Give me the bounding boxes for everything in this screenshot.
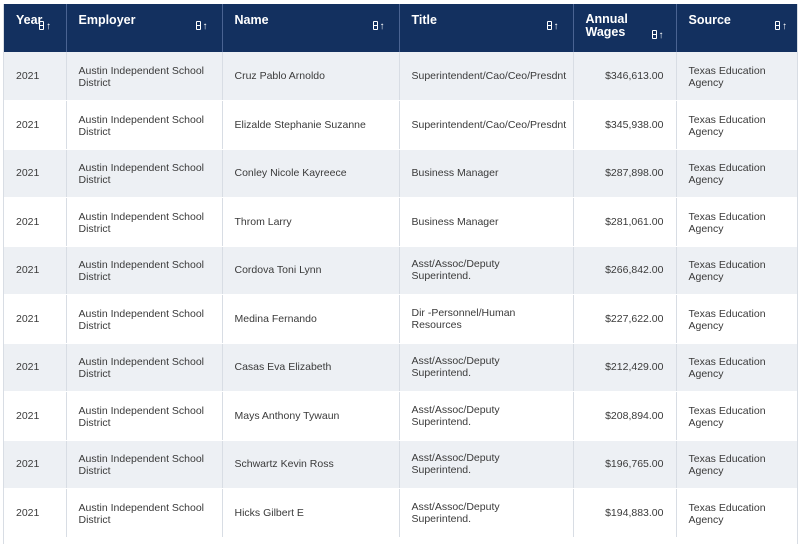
salary-table: Year ↑ Employer ↑ Name ↑ Title ↑ Annual … <box>4 4 797 538</box>
cell-employer: Austin Independent School District <box>66 197 223 247</box>
cell-source: Texas Education Agency <box>676 52 797 101</box>
cell-annual-wages: $345,938.00 <box>573 100 677 150</box>
cell-source: Texas Education Agency <box>676 246 797 295</box>
cell-employer: Austin Independent School District <box>66 488 223 538</box>
column-label-year: Year <box>16 13 43 27</box>
cell-title: Asst/Assoc/Deputy Superintend. <box>399 488 574 538</box>
column-header-annual-wages[interactable]: Annual Wages ↑ <box>573 4 677 52</box>
header-row: Year ↑ Employer ↑ Name ↑ Title ↑ Annual … <box>4 4 797 52</box>
column-label-title: Title <box>411 13 437 27</box>
cell-name: Cruz Pablo Arnoldo <box>222 52 400 101</box>
column-header-title[interactable]: Title ↑ <box>399 4 574 52</box>
cell-source: Texas Education Agency <box>676 294 797 344</box>
cell-employer: Austin Independent School District <box>66 294 223 344</box>
cell-annual-wages: $287,898.00 <box>573 149 677 198</box>
column-label-source: Source <box>688 13 731 27</box>
cell-title: Superintendent/Cao/Ceo/Presdnt <box>399 52 574 101</box>
sort-icon[interactable]: ↑ <box>546 21 559 32</box>
sort-icon[interactable]: ↑ <box>775 21 787 32</box>
cell-annual-wages: $281,061.00 <box>573 197 677 247</box>
cell-name: Elizalde Stephanie Suzanne <box>222 100 400 150</box>
table-row[interactable]: 2021 Austin Independent School District … <box>4 440 797 489</box>
cell-annual-wages: $196,765.00 <box>573 440 677 489</box>
salary-table-container: Year ↑ Employer ↑ Name ↑ Title ↑ Annual … <box>3 4 798 544</box>
cell-employer: Austin Independent School District <box>66 246 223 295</box>
column-header-year[interactable]: Year ↑ <box>4 4 67 52</box>
cell-year: 2021 <box>4 391 67 441</box>
cell-employer: Austin Independent School District <box>66 440 223 489</box>
cell-name: Medina Fernando <box>222 294 400 344</box>
table-row[interactable]: 2021 Austin Independent School District … <box>4 246 797 295</box>
cell-source: Texas Education Agency <box>676 149 797 198</box>
table-body: 2021 Austin Independent School District … <box>4 52 797 538</box>
cell-title: Dir -Personnel/Human Resources <box>399 294 574 344</box>
cell-annual-wages: $346,613.00 <box>573 52 677 101</box>
cell-employer: Austin Independent School District <box>66 52 223 101</box>
cell-source: Texas Education Agency <box>676 100 797 150</box>
cell-annual-wages: $194,883.00 <box>573 488 677 538</box>
cell-year: 2021 <box>4 52 67 101</box>
cell-annual-wages: $266,842.00 <box>573 246 677 295</box>
cell-title: Superintendent/Cao/Ceo/Presdnt <box>399 100 574 150</box>
table-row[interactable]: 2021 Austin Independent School District … <box>4 100 797 150</box>
table-row[interactable]: 2021 Austin Independent School District … <box>4 294 797 344</box>
cell-annual-wages: $227,622.00 <box>573 294 677 344</box>
cell-annual-wages: $208,894.00 <box>573 391 677 441</box>
cell-title: Asst/Assoc/Deputy Superintend. <box>399 440 574 489</box>
cell-title: Asst/Assoc/Deputy Superintend. <box>399 343 574 392</box>
table-header: Year ↑ Employer ↑ Name ↑ Title ↑ Annual … <box>4 4 797 52</box>
cell-title: Business Manager <box>399 149 574 198</box>
sort-icon[interactable]: ↑ <box>39 21 51 32</box>
cell-name: Throm Larry <box>222 197 400 247</box>
cell-name: Mays Anthony Tywaun <box>222 391 400 441</box>
table-row[interactable]: 2021 Austin Independent School District … <box>4 488 797 538</box>
table-row[interactable]: 2021 Austin Independent School District … <box>4 391 797 441</box>
column-label-annual-wages: Annual Wages <box>585 12 628 39</box>
cell-employer: Austin Independent School District <box>66 343 223 392</box>
column-header-employer[interactable]: Employer ↑ <box>66 4 223 52</box>
cell-name: Casas Eva Elizabeth <box>222 343 400 392</box>
column-label-employer: Employer <box>78 13 136 27</box>
table-row[interactable]: 2021 Austin Independent School District … <box>4 343 797 392</box>
cell-year: 2021 <box>4 100 67 150</box>
cell-year: 2021 <box>4 197 67 247</box>
sort-icon[interactable]: ↑ <box>195 21 208 32</box>
cell-employer: Austin Independent School District <box>66 100 223 150</box>
cell-name: Conley Nicole Kayreece <box>222 149 400 198</box>
cell-year: 2021 <box>4 149 67 198</box>
cell-annual-wages: $212,429.00 <box>573 343 677 392</box>
cell-employer: Austin Independent School District <box>66 149 223 198</box>
cell-source: Texas Education Agency <box>676 343 797 392</box>
column-header-source[interactable]: Source ↑ <box>676 4 797 52</box>
table-row[interactable]: 2021 Austin Independent School District … <box>4 197 797 247</box>
cell-year: 2021 <box>4 343 67 392</box>
cell-source: Texas Education Agency <box>676 197 797 247</box>
cell-title: Asst/Assoc/Deputy Superintend. <box>399 391 574 441</box>
cell-employer: Austin Independent School District <box>66 391 223 441</box>
cell-year: 2021 <box>4 246 67 295</box>
cell-year: 2021 <box>4 440 67 489</box>
cell-name: Hicks Gilbert E <box>222 488 400 538</box>
sort-icon[interactable]: ↑ <box>651 30 664 41</box>
column-header-name[interactable]: Name ↑ <box>222 4 400 52</box>
table-row[interactable]: 2021 Austin Independent School District … <box>4 52 797 101</box>
sort-icon[interactable]: ↑ <box>372 21 385 32</box>
cell-source: Texas Education Agency <box>676 440 797 489</box>
cell-name: Schwartz Kevin Ross <box>222 440 400 489</box>
cell-source: Texas Education Agency <box>676 391 797 441</box>
cell-source: Texas Education Agency <box>676 488 797 538</box>
cell-title: Asst/Assoc/Deputy Superintend. <box>399 246 574 295</box>
cell-title: Business Manager <box>399 197 574 247</box>
table-row[interactable]: 2021 Austin Independent School District … <box>4 149 797 198</box>
column-label-name: Name <box>234 13 269 27</box>
cell-year: 2021 <box>4 488 67 538</box>
cell-name: Cordova Toni Lynn <box>222 246 400 295</box>
cell-year: 2021 <box>4 294 67 344</box>
